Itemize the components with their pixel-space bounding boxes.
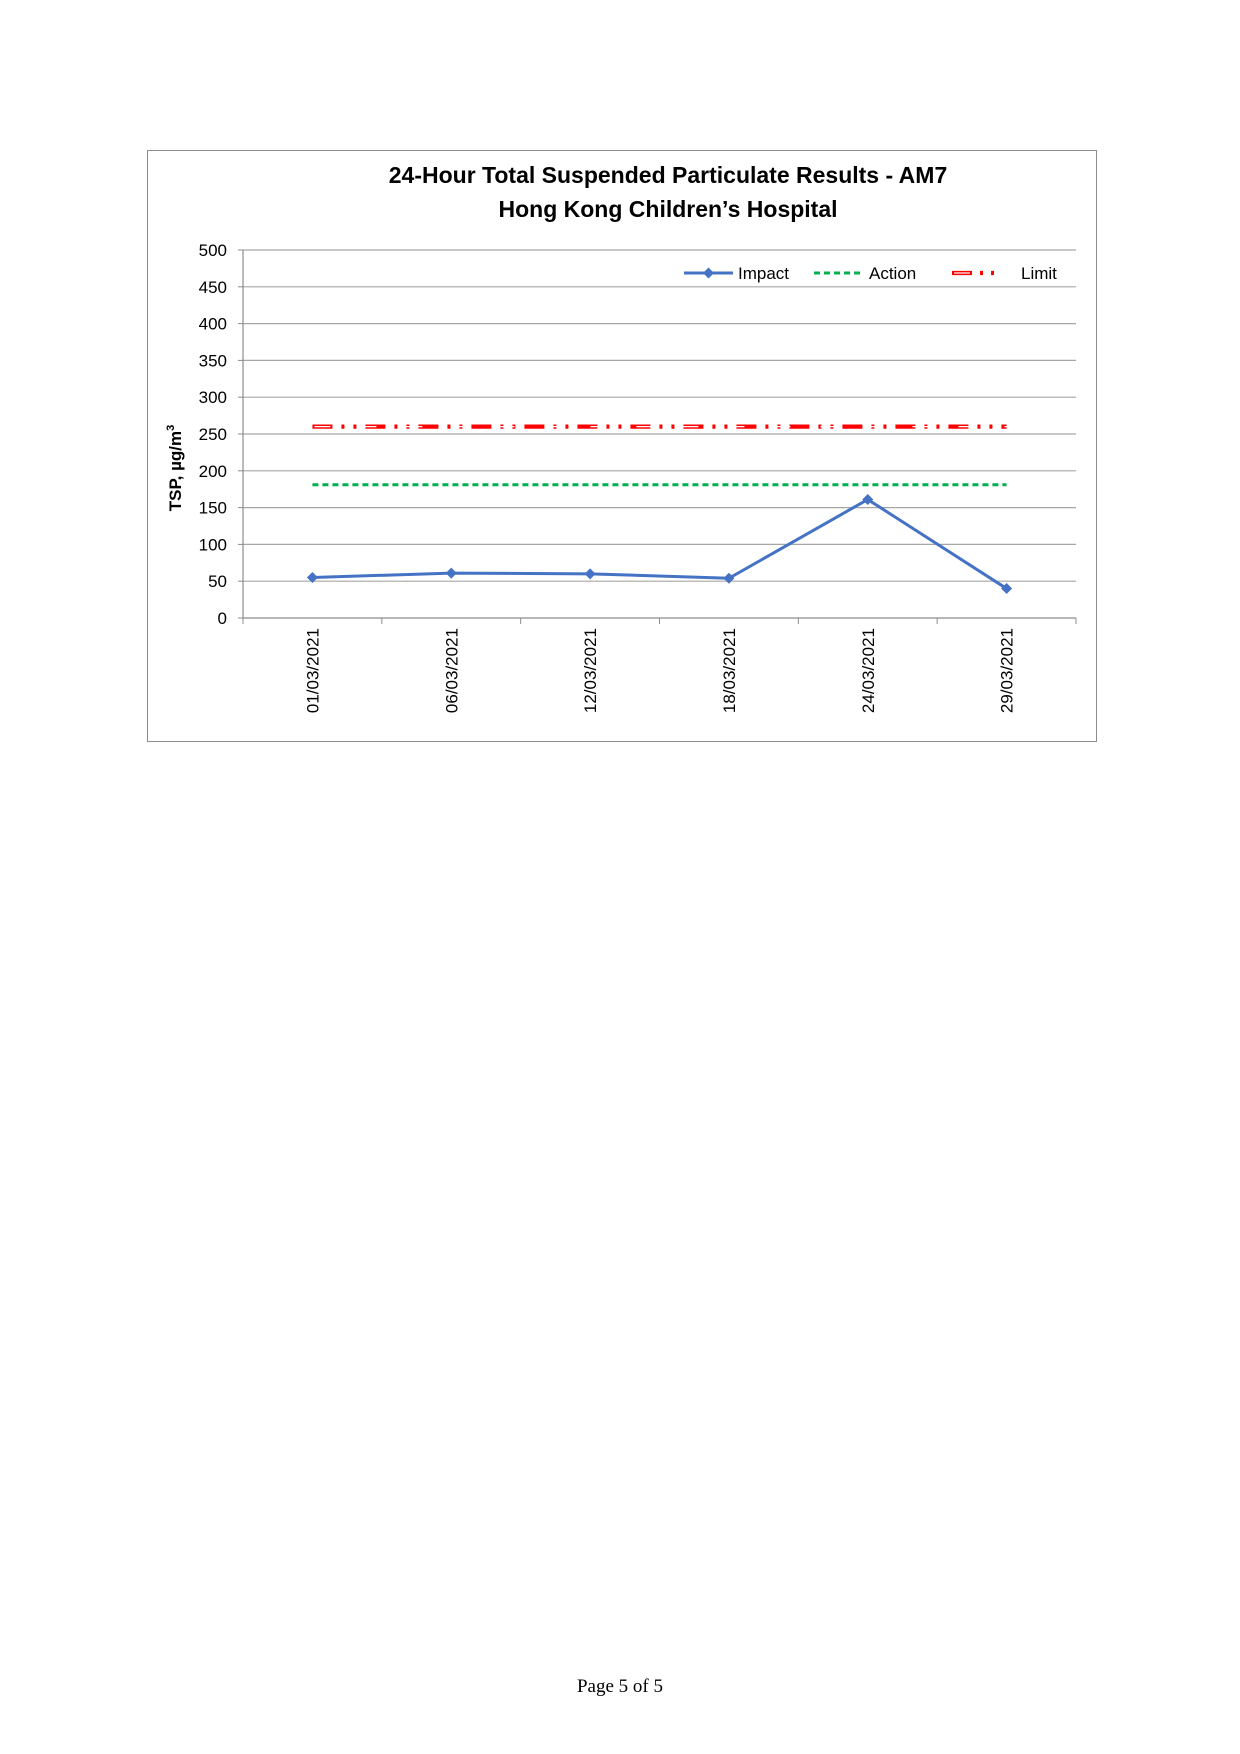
chart-svg: 24-Hour Total Suspended Particulate Resu… — [165, 162, 1077, 713]
chart-title: 24-Hour Total Suspended Particulate Resu… — [389, 162, 948, 188]
legend-label-limit: Limit — [1021, 264, 1057, 283]
data-point-impact — [306, 572, 318, 584]
y-tick-label: 300 — [199, 388, 227, 407]
x-tick-label: 18/03/2021 — [720, 628, 739, 713]
data-point-impact — [862, 494, 874, 506]
data-point-impact — [445, 567, 457, 579]
series-line-impact — [312, 497, 1008, 590]
y-tick-labels: 0 50 100 150 200 250 300 350 400 450 500 — [199, 241, 227, 628]
y-tick-label: 200 — [199, 462, 227, 481]
y-tick-label: 450 — [199, 278, 227, 297]
legend: Impact Action Limit — [684, 264, 1057, 283]
y-tick-label: 400 — [199, 315, 227, 334]
data-point-impact — [584, 568, 596, 580]
x-tick-label: 29/03/2021 — [998, 628, 1017, 713]
y-axis-label-superscript: 3 — [165, 425, 177, 431]
data-point-impact — [1001, 583, 1013, 595]
legend-marker-impact — [703, 267, 714, 279]
y-tick-label: 0 — [218, 609, 227, 628]
y-tick-label: 350 — [199, 351, 227, 370]
y-tick-label: 500 — [199, 241, 227, 260]
x-tick-label: 24/03/2021 — [859, 628, 878, 713]
series-layer — [306, 424, 1013, 595]
page-footer: Page 5 of 5 — [576, 1676, 663, 1697]
chart-subtitle: Hong Kong Children’s Hospital — [498, 196, 837, 222]
y-axis-label: TSP, µg/m3 — [165, 425, 185, 511]
x-tick-labels: 01/03/2021 06/03/2021 12/03/2021 18/03/2021… — [303, 628, 1016, 713]
data-point-impact — [723, 572, 735, 584]
x-tick-label: 12/03/2021 — [581, 628, 600, 713]
y-tick-label: 250 — [199, 425, 227, 444]
grid-layer — [238, 249, 1077, 624]
y-axis-label-text: TSP, µg/m — [166, 431, 185, 511]
x-tick-label: 06/03/2021 — [442, 628, 461, 713]
legend-label-action: Action — [869, 264, 916, 283]
x-tick-label: 01/03/2021 — [303, 628, 322, 713]
y-tick-label: 150 — [199, 499, 227, 518]
y-tick-label: 50 — [208, 572, 227, 591]
y-tick-label: 100 — [199, 535, 227, 554]
legend-label-impact: Impact — [738, 264, 789, 283]
chart-frame: 24-Hour Total Suspended Particulate Resu… — [147, 150, 1097, 742]
